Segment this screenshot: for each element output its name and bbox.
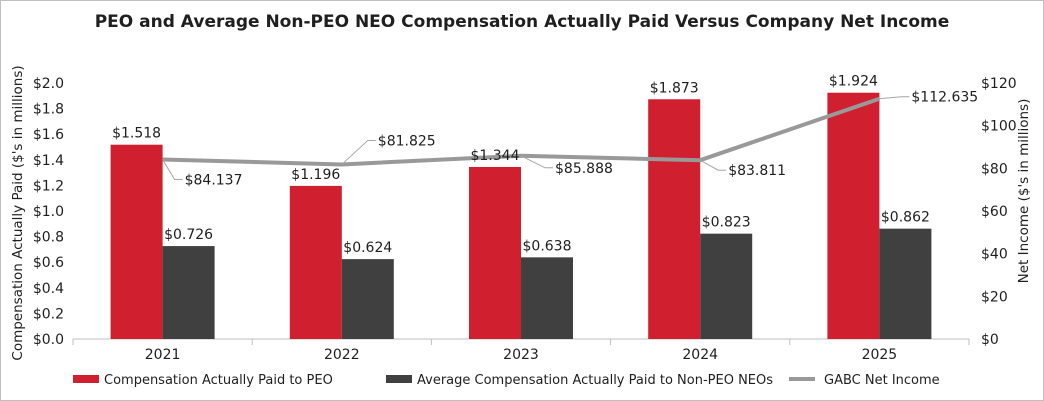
data-label-net-income: $83.811 — [728, 163, 786, 179]
x-axis-tick-label: 2023 — [503, 347, 539, 363]
data-label-peo: $1.196 — [291, 167, 340, 183]
net-income-leader-line — [520, 155, 553, 169]
right-axis-tick-label: $120 — [981, 76, 1017, 92]
bar-non-peo-neo — [521, 257, 573, 339]
right-axis-tick-label: $60 — [981, 204, 1008, 220]
net-income-line — [162, 96, 881, 167]
right-axis-tick-label: $40 — [981, 247, 1008, 263]
left-axis-tick-label: $1.4 — [33, 153, 64, 169]
left-axis-tick-label: $2.0 — [33, 76, 64, 92]
legend: Compensation Actually Paid to PEO Averag… — [73, 373, 940, 388]
data-label-net-income: $81.825 — [378, 133, 436, 149]
legend-swatch-peo — [73, 375, 99, 383]
data-label-peo: $1.924 — [829, 74, 878, 90]
net-income-leader-line — [162, 159, 183, 181]
data-label-non-peo-neo: $0.726 — [164, 227, 213, 243]
bar-peo — [827, 92, 880, 339]
net-income-leader-line — [699, 159, 727, 171]
left-axis-tick-label: $0.6 — [33, 255, 64, 271]
legend-label-peo: Compensation Actually Paid to PEO — [104, 373, 333, 388]
right-axis-tick-label: $0 — [981, 332, 999, 348]
right-axis-ticks: $0 $20 $40 $60 $80 $100 $120 — [981, 76, 1017, 348]
data-label-non-peo-neo: $0.624 — [343, 240, 392, 256]
left-axis-tick-label: $0.2 — [33, 306, 64, 322]
data-label-non-peo-neo: $0.862 — [881, 210, 930, 226]
bar-non-peo-neo — [700, 233, 753, 339]
data-labels-group: $1.518 $0.726 $1.196 $0.624 $1.344 $0.638 $1.8… — [112, 74, 978, 256]
data-label-peo: $1.344 — [471, 148, 520, 164]
left-axis-title: Compensation Actually Paid ($'s in milli… — [10, 65, 26, 360]
right-axis-title: Net Income ($'s in millions) — [1016, 99, 1032, 284]
net-income-leader-line — [879, 96, 910, 100]
axes-group — [72, 338, 970, 345]
left-axis-tick-label: $0.4 — [33, 281, 64, 297]
left-axis-tick-label: $1.8 — [33, 102, 64, 118]
data-label-non-peo-neo: $0.823 — [702, 215, 751, 231]
bar-peo — [289, 185, 342, 339]
chart-title: PEO and Average Non-PEO NEO Compensation… — [95, 12, 950, 32]
x-axis-tick-label: 2025 — [862, 347, 898, 363]
left-axis-tick-label: $0.8 — [33, 230, 64, 246]
x-axis-tick-label: 2021 — [145, 347, 181, 363]
right-axis-tick-label: $100 — [981, 119, 1017, 135]
right-axis-tick-label: $20 — [981, 289, 1008, 305]
x-axis-tick-label: 2022 — [324, 347, 360, 363]
x-axis-ticks: 2021 2022 2023 2024 2025 — [145, 347, 897, 363]
data-label-net-income: $112.635 — [911, 90, 978, 106]
line-group — [162, 96, 910, 181]
bar-peo — [469, 166, 521, 339]
right-axis-tick-label: $80 — [981, 161, 1008, 177]
data-label-net-income: $85.888 — [555, 161, 613, 177]
legend-label-net-income: GABC Net Income — [824, 373, 940, 388]
left-axis-tick-label: $1.2 — [33, 178, 64, 194]
left-axis-tick-label: $1.6 — [33, 127, 64, 143]
left-axis-tick-label: $1.0 — [33, 204, 64, 220]
data-label-peo: $1.518 — [112, 126, 161, 142]
bars-group — [110, 92, 932, 339]
bar-non-peo-neo — [341, 259, 394, 339]
bar-peo — [110, 144, 163, 339]
left-axis-ticks: $0.0 $0.2 $0.4 $0.6 $0.8 $1.0 $1.2 $1.4 $1.6 $1.8… — [33, 76, 64, 348]
data-label-net-income: $84.137 — [185, 173, 243, 189]
data-label-non-peo-neo: $0.638 — [523, 238, 572, 254]
bar-non-peo-neo — [879, 228, 932, 339]
bar-peo — [648, 99, 701, 339]
legend-label-neo: Average Compensation Actually Paid to No… — [417, 373, 773, 388]
left-axis-tick-label: $0.0 — [33, 332, 64, 348]
legend-swatch-neo — [386, 375, 412, 383]
x-axis-tick-label: 2024 — [682, 347, 718, 363]
bar-non-peo-neo — [162, 246, 215, 339]
data-label-peo: $1.873 — [650, 80, 699, 96]
net-income-leader-line — [341, 139, 376, 165]
